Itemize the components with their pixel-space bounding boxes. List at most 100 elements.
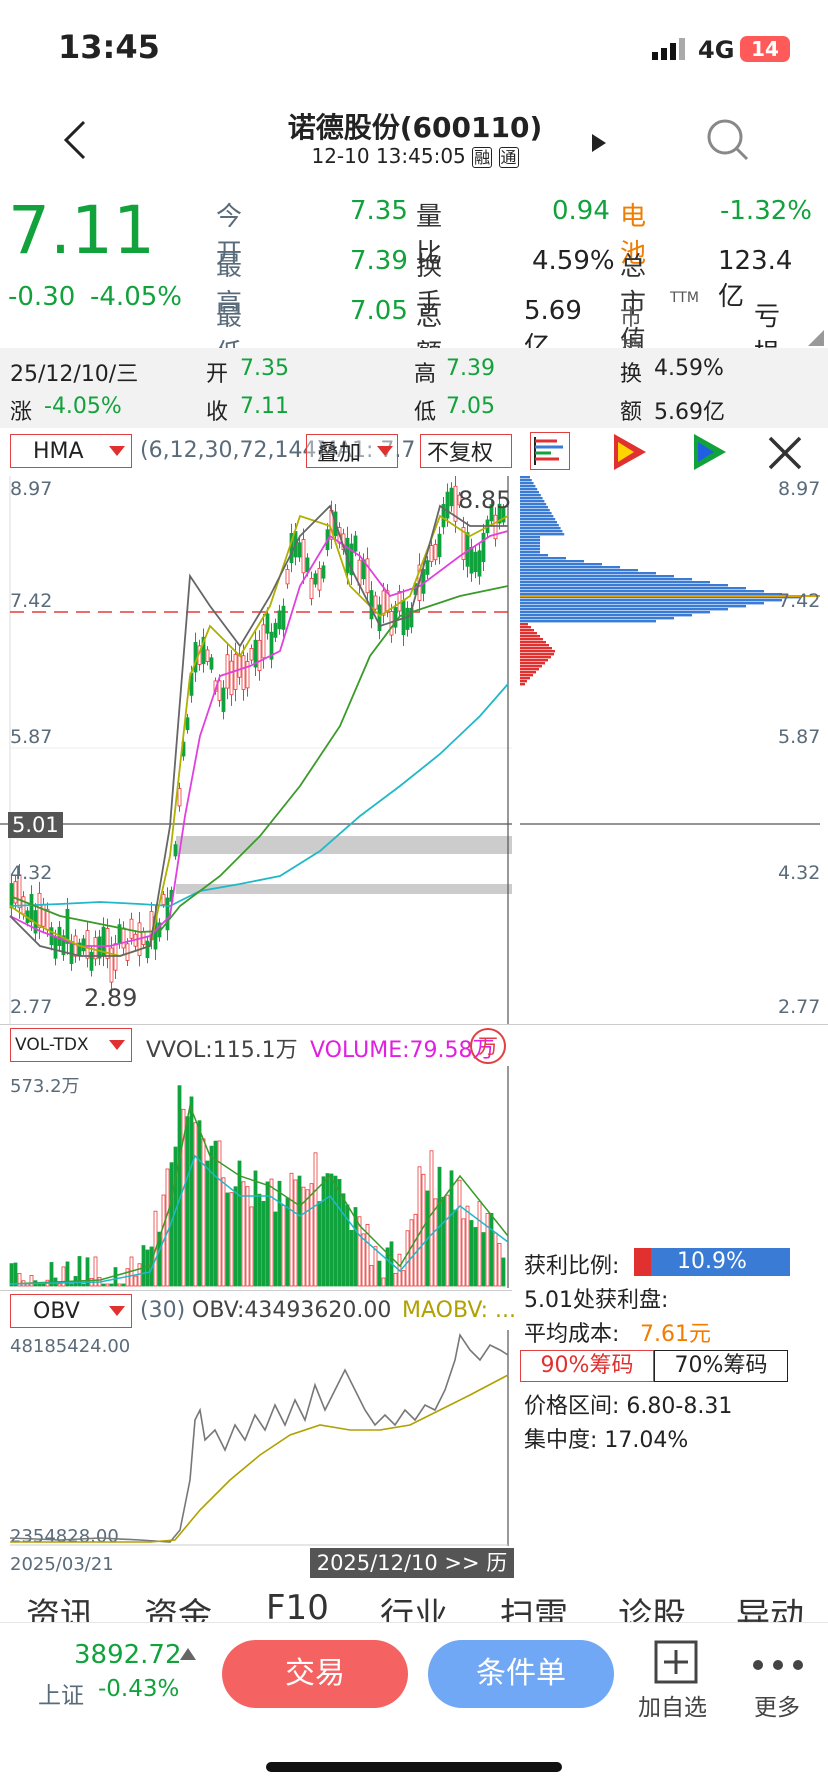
back-icon[interactable]	[60, 118, 90, 162]
search-icon[interactable]	[706, 118, 750, 166]
day-open-label: 开	[206, 362, 229, 387]
candle-body	[497, 503, 502, 524]
volume-bar	[273, 1211, 278, 1287]
chip-bar	[520, 560, 584, 563]
margin-tag: 融	[472, 147, 493, 168]
battery-icon: 14	[740, 36, 790, 62]
profit-bar-fill	[634, 1248, 651, 1276]
sector-value: -1.32%	[720, 196, 812, 226]
candle-body	[429, 545, 434, 563]
vol-indicator-select[interactable]: VOL-TDX	[10, 1028, 132, 1062]
volume-bar	[385, 1247, 390, 1287]
volume-bar	[357, 1216, 362, 1287]
more-icon[interactable]	[752, 1656, 804, 1675]
volume-bar	[373, 1246, 378, 1287]
chip-bar	[520, 506, 548, 509]
add-watchlist-label[interactable]: 加自选	[638, 1695, 707, 1721]
candle-body	[309, 578, 314, 600]
quote-time: 12-10 13:45:05	[311, 144, 466, 168]
candle-body	[261, 624, 266, 659]
chip-bar	[520, 497, 543, 500]
tab-90-chips[interactable]: 90%筹码	[520, 1350, 654, 1382]
candle-body	[473, 551, 478, 573]
low-value: 7.05	[350, 296, 408, 326]
tab-70-chips[interactable]: 70%筹码	[654, 1350, 788, 1382]
obv-y-top: 48185424.00	[10, 1336, 131, 1357]
volume-bar	[361, 1233, 366, 1287]
candle-body	[245, 661, 250, 689]
candlestick-chart[interactable]	[0, 476, 512, 1024]
candle-body	[13, 881, 18, 904]
volume-bar	[261, 1200, 266, 1287]
chip-bar	[520, 485, 536, 488]
expand-corner-icon[interactable]	[808, 330, 824, 346]
condition-order-button[interactable]: 条件单	[428, 1640, 614, 1708]
chip-bar	[520, 599, 782, 602]
volume-bar	[193, 1122, 198, 1287]
trade-button[interactable]: 交易	[222, 1640, 408, 1708]
chip-bar	[520, 641, 546, 644]
candle-body	[493, 514, 498, 540]
add-watchlist-icon[interactable]	[654, 1640, 698, 1688]
more-label[interactable]: 更多	[754, 1695, 800, 1721]
chip-distribution-icon[interactable]	[530, 432, 570, 470]
chip-bar	[520, 665, 542, 668]
candle-body	[377, 604, 382, 632]
vol-unit-toggle[interactable]: 万	[470, 1028, 506, 1064]
volume-bar	[121, 1283, 126, 1287]
adjust-select[interactable]: 不复权	[420, 434, 512, 468]
volume-bar	[413, 1213, 418, 1287]
candle-body	[373, 595, 378, 610]
candle-body	[105, 928, 110, 959]
history-button[interactable]: 2025/12/10 >> 历	[310, 1548, 514, 1578]
volume-bar	[313, 1152, 318, 1287]
volume-bar	[445, 1194, 450, 1287]
volume-bar	[409, 1219, 414, 1287]
market-cap-value: 123.4亿	[718, 246, 793, 312]
volume-bar	[473, 1227, 478, 1287]
chip-bar	[520, 635, 540, 638]
chip-bar	[520, 647, 552, 650]
candle-body	[453, 485, 458, 522]
volume-bar	[365, 1224, 370, 1287]
volume-value: VOLUME:79.58万	[310, 1038, 495, 1063]
avg-cost-label: 平均成本:	[524, 1322, 620, 1347]
volume-bar	[281, 1205, 286, 1287]
volume-bar	[29, 1275, 34, 1287]
volume-bar	[77, 1256, 82, 1287]
volume-bar	[181, 1108, 186, 1287]
chip-bar	[520, 668, 539, 671]
tab-f10[interactable]: F10	[266, 1588, 329, 1628]
volume-bar	[145, 1249, 150, 1287]
flag-red-icon[interactable]	[610, 432, 650, 476]
page-title: 诺德股份(600110)	[287, 111, 543, 144]
candle-body	[253, 639, 258, 668]
obv-indicator-select[interactable]: OBV	[10, 1294, 132, 1328]
volume-bar	[493, 1232, 498, 1287]
indicator-select[interactable]: HMA	[10, 434, 132, 468]
close-icon[interactable]	[766, 434, 804, 476]
volume-bar	[65, 1261, 70, 1287]
candle-body	[89, 951, 94, 971]
chip-bar	[520, 575, 674, 578]
chip-bar	[520, 563, 602, 566]
candle-body	[369, 590, 374, 620]
flag-green-icon[interactable]	[690, 432, 730, 476]
volume-bar	[285, 1197, 290, 1287]
concentration: 集中度: 17.04%	[524, 1428, 689, 1453]
candle-body	[441, 504, 446, 528]
divider	[0, 1290, 512, 1291]
day-open: 7.35	[240, 356, 289, 381]
candle-body	[145, 940, 150, 959]
next-stock-icon[interactable]	[590, 132, 608, 158]
chip-bar	[520, 656, 551, 659]
candle-body	[405, 607, 410, 630]
chip-bar	[520, 482, 534, 485]
chip-bar	[520, 680, 527, 683]
volume-bar	[41, 1283, 46, 1287]
candle-body	[461, 527, 466, 560]
day-chg-label: 涨	[10, 400, 33, 425]
day-turn: 4.59%	[654, 356, 724, 381]
overlay-select[interactable]: 叠加	[306, 434, 398, 468]
signal-icon	[652, 38, 688, 60]
